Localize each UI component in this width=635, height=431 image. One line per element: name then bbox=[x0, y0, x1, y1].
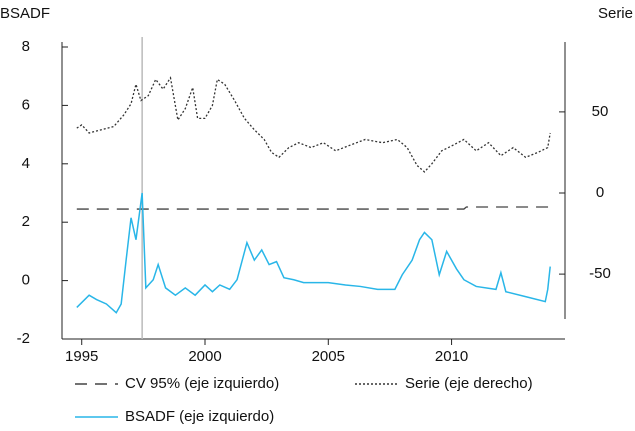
series-line bbox=[76, 76, 551, 173]
y-tick-label: 6 bbox=[22, 96, 30, 113]
y-axis-label: BSADF bbox=[0, 5, 50, 22]
y2-tick-label: 0 bbox=[596, 184, 604, 201]
legend-label: Serie (eje derecho) bbox=[405, 375, 533, 392]
series-line bbox=[76, 192, 551, 314]
legend-label: BSADF (eje izquierdo) bbox=[125, 408, 274, 425]
x-tick-label: 1995 bbox=[65, 348, 98, 365]
x-tick-label: 2005 bbox=[312, 348, 345, 365]
y-tick-label: 0 bbox=[22, 272, 30, 289]
series-line bbox=[76, 206, 551, 210]
y2-tick-label: 50 bbox=[592, 103, 609, 120]
y-tick-label: -2 bbox=[17, 330, 30, 347]
y-tick-label: 8 bbox=[22, 38, 30, 55]
y-tick-label: 4 bbox=[22, 155, 30, 172]
x-tick-label: 2000 bbox=[188, 348, 221, 365]
x-tick-label: 2010 bbox=[435, 348, 468, 365]
y-tick-label: 2 bbox=[22, 213, 30, 230]
legend-label: CV 95% (eje izquierdo) bbox=[125, 375, 279, 392]
y2-tick-label: -50 bbox=[589, 265, 611, 282]
y2-axis-label: Serie bbox=[598, 5, 633, 22]
